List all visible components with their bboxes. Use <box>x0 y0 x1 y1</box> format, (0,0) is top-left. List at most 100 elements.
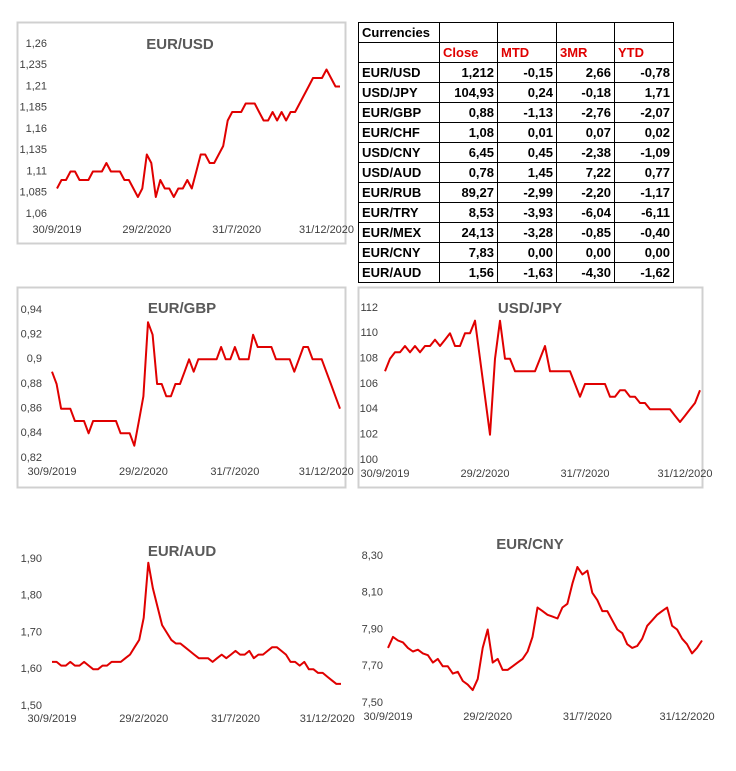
table-row: Currencies <box>358 22 674 43</box>
table-cell: EUR/MEX <box>358 222 440 243</box>
table-cell: 0,02 <box>614 122 674 143</box>
table-cell: -6,11 <box>614 202 674 223</box>
y-tick-label: 102 <box>360 429 378 441</box>
table-cell: -2,20 <box>556 182 615 203</box>
x-tick-label: 31/12/2020 <box>299 466 354 478</box>
table-row: EUR/CNY 7,83 0,00 0,00 0,00 <box>358 242 674 263</box>
x-tick-label: 29/2/2020 <box>122 224 171 236</box>
table-cell: USD/JPY <box>358 82 440 103</box>
table-cell: -1,63 <box>497 262 557 283</box>
x-tick-label: 29/2/2020 <box>119 713 168 725</box>
y-tick-label: 0,88 <box>21 378 42 390</box>
price-line <box>52 561 341 685</box>
x-tick-label: 30/9/2019 <box>28 466 77 478</box>
y-tick-label: 1,50 <box>21 700 42 712</box>
x-tick-label: 31/12/2020 <box>299 224 354 236</box>
x-tick-label: 31/12/2020 <box>300 713 355 725</box>
table-cell: 1,45 <box>497 162 557 183</box>
table-cell: 0,88 <box>439 102 498 123</box>
y-tick-label: 8,10 <box>362 587 383 599</box>
chart-title: USD/JPY <box>498 300 562 317</box>
y-tick-label: 0,9 <box>27 353 42 365</box>
table-cell: -1,13 <box>497 102 557 123</box>
table-cell: EUR/RUB <box>358 182 440 203</box>
table-cell: -3,28 <box>497 222 557 243</box>
x-tick-label: 31/7/2020 <box>563 711 612 723</box>
table-cell: 0,00 <box>556 242 615 263</box>
price-line <box>384 319 701 436</box>
table-cell: EUR/CNY <box>358 242 440 263</box>
table-cell: 0,77 <box>614 162 674 183</box>
table-cell: -1,62 <box>614 262 674 283</box>
y-tick-label: 7,90 <box>362 623 383 635</box>
table-cell: EUR/USD <box>358 62 440 83</box>
y-tick-label: 1,16 <box>26 123 47 135</box>
y-tick-label: 1,26 <box>26 38 47 50</box>
y-tick-label: 1,135 <box>19 144 47 156</box>
table-row: EUR/RUB 89,27 -2,99 -2,20 -1,17 <box>358 182 674 203</box>
table-cell <box>497 22 557 43</box>
table-cell: 6,45 <box>439 142 498 163</box>
chart-title: EUR/GBP <box>148 300 216 317</box>
table-cell: -2,38 <box>556 142 615 163</box>
table-cell: -0,15 <box>497 62 557 83</box>
table-cell: 0,24 <box>497 82 557 103</box>
table-cell: 1,56 <box>439 262 498 283</box>
table-row: USD/AUD 0,78 1,45 7,22 0,77 <box>358 162 674 183</box>
price-line <box>56 68 340 198</box>
y-tick-label: 0,82 <box>21 452 42 464</box>
table-row: EUR/USD 1,212 -0,15 2,66 -0,78 <box>358 62 674 83</box>
table-row: EUR/AUD 1,56 -1,63 -4,30 -1,62 <box>358 262 674 283</box>
table-cell: Currencies <box>358 22 440 43</box>
y-tick-label: 1,11 <box>26 165 47 177</box>
table-cell <box>556 22 615 43</box>
x-tick-label: 31/7/2020 <box>212 224 261 236</box>
x-tick-label: 31/7/2020 <box>561 468 610 480</box>
y-tick-label: 1,06 <box>26 208 47 220</box>
chart-panel <box>357 286 704 489</box>
chart-title: EUR/AUD <box>148 543 217 560</box>
y-tick-label: 0,92 <box>21 329 42 341</box>
table-cell: USD/CNY <box>358 142 440 163</box>
table-cell: 24,13 <box>439 222 498 243</box>
y-tick-label: 1,21 <box>26 80 47 92</box>
table-row: EUR/GBP 0,88 -1,13 -2,76 -2,07 <box>358 102 674 123</box>
y-tick-label: 100 <box>360 454 378 466</box>
table-cell: 0,78 <box>439 162 498 183</box>
x-tick-label: 30/9/2019 <box>28 713 77 725</box>
table-cell: -3,93 <box>497 202 557 223</box>
table-row: USD/JPY 104,93 0,24 -0,18 1,71 <box>358 82 674 103</box>
table-row: EUR/MEX 24,13 -3,28 -0,85 -0,40 <box>358 222 674 243</box>
x-tick-label: 31/7/2020 <box>210 466 259 478</box>
table-cell: 104,93 <box>439 82 498 103</box>
y-tick-label: 108 <box>360 353 378 365</box>
table-cell <box>439 22 498 43</box>
x-tick-label: 29/2/2020 <box>461 468 510 480</box>
chart-panel <box>16 21 347 245</box>
table-cell: 0,01 <box>497 122 557 143</box>
table-cell: Close <box>439 42 498 63</box>
y-tick-label: 106 <box>360 378 378 390</box>
table-cell: -0,40 <box>614 222 674 243</box>
table-cell: 7,22 <box>556 162 615 183</box>
table-cell: -0,85 <box>556 222 615 243</box>
y-tick-label: 1,60 <box>21 663 42 675</box>
y-tick-label: 104 <box>360 403 378 415</box>
table-cell: -0,18 <box>556 82 615 103</box>
table-cell <box>614 22 674 43</box>
table-cell: 8,53 <box>439 202 498 223</box>
y-tick-label: 1,90 <box>21 553 42 565</box>
table-cell: YTD <box>614 42 674 63</box>
chart-title: EUR/CNY <box>496 536 564 553</box>
y-tick-label: 1,70 <box>21 626 42 638</box>
y-tick-label: 1,085 <box>19 187 47 199</box>
table-cell: EUR/TRY <box>358 202 440 223</box>
table-cell: 0,07 <box>556 122 615 143</box>
table-cell: -2,99 <box>497 182 557 203</box>
y-tick-label: 7,70 <box>362 660 383 672</box>
y-tick-label: 1,80 <box>21 590 42 602</box>
table-cell: USD/AUD <box>358 162 440 183</box>
table-cell: MTD <box>497 42 557 63</box>
